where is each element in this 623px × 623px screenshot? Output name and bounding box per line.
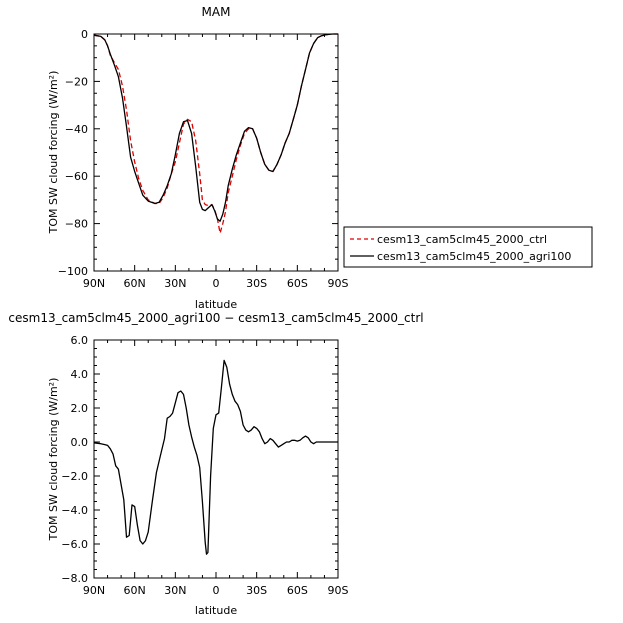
bottom-x-tick-label: 90N bbox=[83, 584, 105, 597]
bottom-x-tick-label: 0 bbox=[213, 584, 220, 597]
top-x-tick-label: 30S bbox=[246, 277, 267, 290]
bottom-plot-frame bbox=[93, 339, 339, 579]
bottom-x-tick-label: 30S bbox=[246, 584, 267, 597]
top-x-tick-label: 60S bbox=[287, 277, 308, 290]
bottom-y-tick-label: 6.0 bbox=[71, 334, 89, 347]
bottom-series-line-0 bbox=[93, 359, 338, 555]
top-x-tick-label: 0 bbox=[213, 277, 220, 290]
top-y-tick-label: 0 bbox=[81, 28, 88, 41]
bottom-y-tick-label: −8.0 bbox=[61, 572, 88, 585]
bottom-y-tick-label: 2.0 bbox=[71, 402, 89, 415]
bottom-x-axis-label: latitude bbox=[195, 604, 237, 617]
bottom-x-tick-label: 90S bbox=[328, 584, 349, 597]
bottom-series-lines bbox=[93, 359, 338, 555]
top-y-tick-label: −80 bbox=[65, 218, 88, 231]
top-series-line-1 bbox=[93, 33, 338, 222]
top-y-tick-label: −40 bbox=[65, 123, 88, 136]
top-y-axis-label: TOM SW cloud forcing (W/m²) bbox=[47, 71, 60, 235]
bottom-panel-title: cesm13_cam5clm45_2000_agri100 − cesm13_c… bbox=[8, 311, 423, 325]
legend: cesm13_cam5clm45_2000_ctrl cesm13_cam5cl… bbox=[343, 226, 593, 268]
top-y-tick-label: −100 bbox=[58, 265, 88, 278]
top-axis-ticks: 90N 60N 30N 0 30S 60S 90S 0 −20 −40 −60 −80 −100 bbox=[58, 28, 349, 290]
top-y-tick-label: −60 bbox=[65, 170, 88, 183]
bottom-y-tick-label: −4.0 bbox=[61, 504, 88, 517]
top-x-tick-label: 60N bbox=[124, 277, 146, 290]
top-x-tick-label: 30N bbox=[164, 277, 186, 290]
legend-label-ctrl: cesm13_cam5clm45_2000_ctrl bbox=[377, 233, 547, 246]
legend-label-agri100: cesm13_cam5clm45_2000_agri100 bbox=[377, 250, 571, 263]
top-series-line-0 bbox=[93, 33, 338, 234]
top-x-tick-label: 90S bbox=[328, 277, 349, 290]
bottom-y-axis-label: TOM SW cloud forcing (W/m²) bbox=[47, 378, 60, 542]
top-x-tick-label: 90N bbox=[83, 277, 105, 290]
top-panel-title: MAM bbox=[202, 5, 231, 19]
bottom-x-tick-label: 60S bbox=[287, 584, 308, 597]
bottom-panel: cesm13_cam5clm45_2000_agri100 − cesm13_c… bbox=[8, 311, 423, 617]
top-x-axis-label: latitude bbox=[195, 298, 237, 311]
top-panel: MAM 90N 60N 30N 0 30S 60S 90S 0 −20 −40 −60 −80 −100… bbox=[47, 5, 349, 311]
top-y-tick-label: −20 bbox=[65, 75, 88, 88]
bottom-y-tick-label: −6.0 bbox=[61, 538, 88, 551]
bottom-y-tick-label: −2.0 bbox=[61, 470, 88, 483]
top-series-lines bbox=[93, 33, 338, 234]
bottom-x-tick-label: 30N bbox=[164, 584, 186, 597]
bottom-axis-ticks: 90N 60N 30N 0 30S 60S 90S 6.0 4.0 2.0 0.0 −2.0 −4.0 −… bbox=[61, 334, 348, 597]
bottom-y-tick-label: 0.0 bbox=[71, 436, 89, 449]
bottom-x-tick-label: 60N bbox=[124, 584, 146, 597]
bottom-y-tick-label: 4.0 bbox=[71, 368, 89, 381]
legend-box bbox=[343, 226, 593, 268]
